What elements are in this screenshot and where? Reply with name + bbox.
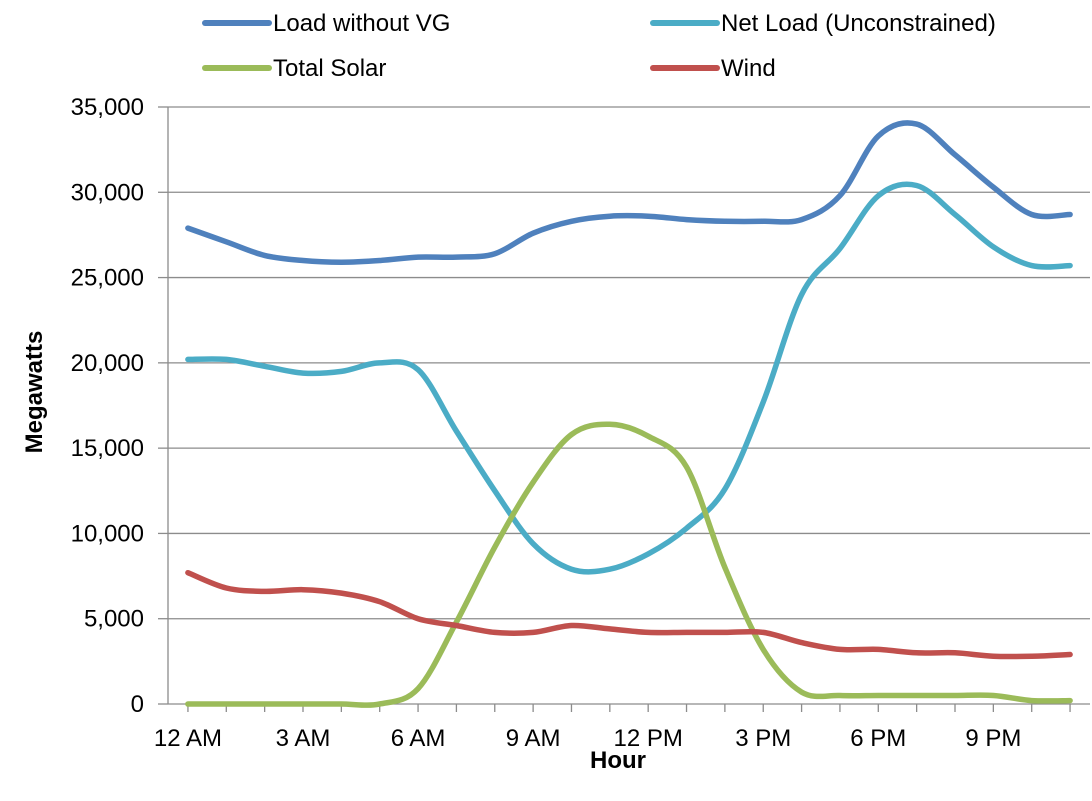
y-tick-label: 30,000 <box>71 179 144 206</box>
series-line-total-solar <box>185 421 1073 708</box>
y-tick-label: 5,000 <box>84 606 144 633</box>
legend-item-total-solar: Total Solar <box>202 55 386 82</box>
legend-label: Load without VG <box>273 10 450 37</box>
y-tick-label: 0 <box>131 691 144 718</box>
y-tick-label: 25,000 <box>71 265 144 292</box>
x-tick-label: 6 AM <box>391 725 446 752</box>
x-tick-label: 6 PM <box>850 725 906 752</box>
legend-label: Net Load (Unconstrained) <box>721 10 996 37</box>
legend: Load without VG Net Load (Unconstrained) T… <box>202 10 996 82</box>
series-line-load-without-vg <box>185 120 1073 265</box>
x-tick-label: 12 AM <box>154 725 222 752</box>
legend-item-wind: Wind <box>650 55 776 82</box>
x-tick-label: 12 PM <box>613 725 682 752</box>
y-tick-label: 20,000 <box>71 350 144 377</box>
y-tick-label: 10,000 <box>71 520 144 547</box>
grid-layer <box>168 106 1090 620</box>
series-layer <box>185 120 1073 708</box>
x-tick-label: 3 PM <box>735 725 791 752</box>
y-tick-label: 15,000 <box>71 435 144 462</box>
x-tick-label: 9 AM <box>506 725 561 752</box>
legend-label: Wind <box>721 55 776 82</box>
legend-item-load-without-vg: Load without VG <box>202 10 450 37</box>
y-axis-title: Megawatts <box>21 331 48 454</box>
x-axis-title: Hour <box>590 747 646 774</box>
x-tick-label: 3 AM <box>276 725 331 752</box>
legend-item-net-load-unconstrained: Net Load (Unconstrained) <box>650 10 996 37</box>
legend-label: Total Solar <box>273 55 386 82</box>
x-tick-label: 9 PM <box>965 725 1021 752</box>
series-line-wind <box>185 569 1073 660</box>
y-tick-label: 35,000 <box>71 94 144 121</box>
label-layer: Hour Megawatts <box>21 331 646 774</box>
series-line-net-load-unconstrained <box>185 181 1073 575</box>
